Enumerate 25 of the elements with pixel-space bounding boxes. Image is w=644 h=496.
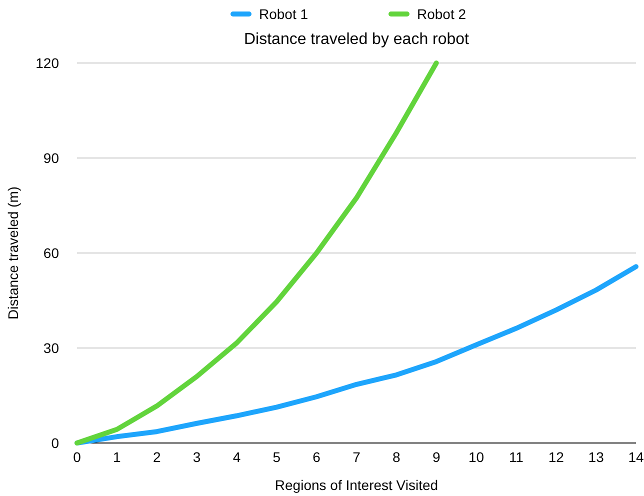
x-tick-label: 13 [588, 449, 604, 465]
x-tick-label: 2 [152, 449, 161, 465]
legend-label: Robot 1 [259, 6, 308, 22]
y-tick-label: 0 [51, 434, 60, 451]
x-tick-label: 4 [232, 449, 241, 465]
x-tick-label: 6 [312, 449, 321, 465]
x-tick-label: 12 [548, 449, 564, 465]
x-tick-label: 9 [432, 449, 440, 465]
x-tick-label: 14 [628, 449, 644, 465]
x-tick-label: 7 [352, 449, 361, 465]
y-tick-label: 120 [36, 54, 60, 71]
x-tick-label: 5 [272, 449, 281, 465]
x-tick-label: 11 [508, 449, 524, 465]
x-tick-label: 10 [468, 449, 484, 465]
chart-title: Distance traveled by each robot [244, 31, 470, 48]
x-tick-label: 8 [392, 449, 401, 465]
y-tick-label: 90 [43, 150, 60, 166]
y-tick-label: 30 [43, 340, 60, 356]
legend-label: Robot 2 [417, 6, 466, 22]
y-axis-title: Distance traveled (m) [5, 186, 21, 320]
y-tick-label: 60 [43, 244, 60, 261]
x-tick-label: 1 [113, 449, 122, 465]
x-axis-title: Regions of Interest Visited [274, 477, 438, 493]
x-tick-label: 0 [73, 449, 82, 465]
x-tick-label: 3 [192, 449, 201, 465]
